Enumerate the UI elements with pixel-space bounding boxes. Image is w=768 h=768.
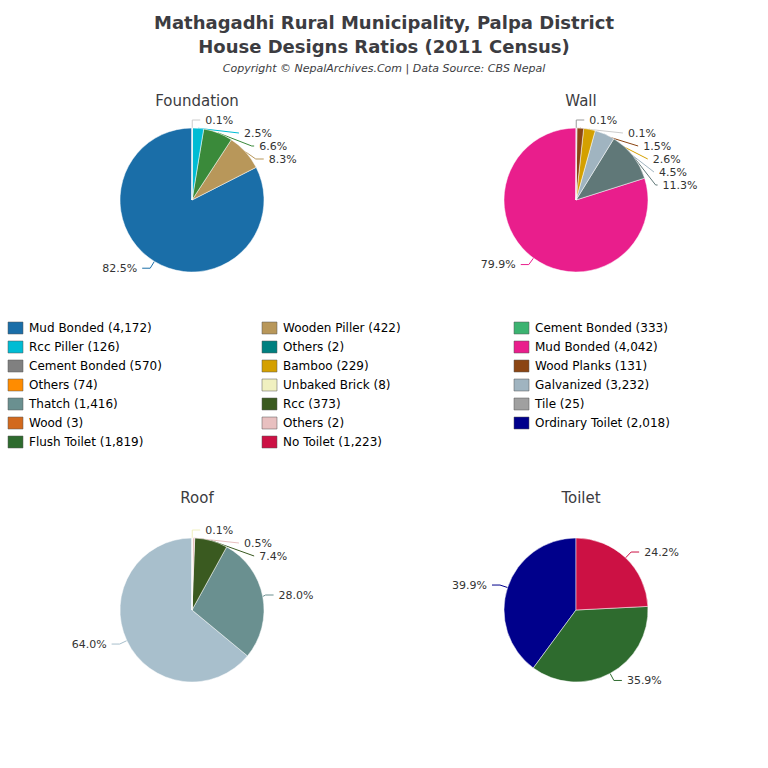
svg-text:Others (2): Others (2) [283, 340, 344, 354]
svg-text:2.5%: 2.5% [244, 127, 272, 140]
svg-text:0.1%: 0.1% [589, 114, 617, 127]
svg-text:Flush Toilet (1,819): Flush Toilet (1,819) [29, 435, 143, 449]
svg-text:Unbaked Brick (8): Unbaked Brick (8) [283, 378, 391, 392]
svg-text:Mathagadhi Rural Municipality,: Mathagadhi Rural Municipality, Palpa Dis… [154, 12, 614, 33]
svg-text:Ordinary Toilet (2,018): Ordinary Toilet (2,018) [535, 416, 670, 430]
svg-text:Galvanized (3,232): Galvanized (3,232) [535, 378, 649, 392]
svg-text:Thatch (1,416): Thatch (1,416) [28, 397, 118, 411]
svg-text:Mud Bonded (4,172): Mud Bonded (4,172) [29, 321, 152, 335]
svg-text:No Toilet (1,223): No Toilet (1,223) [283, 435, 382, 449]
svg-text:35.9%: 35.9% [627, 674, 662, 687]
svg-text:1.5%: 1.5% [643, 140, 671, 153]
svg-text:0.1%: 0.1% [628, 127, 656, 140]
svg-text:Copyright © NepalArchives.Com: Copyright © NepalArchives.Com | Data Sou… [223, 62, 545, 75]
svg-text:79.9%: 79.9% [481, 258, 516, 271]
svg-text:24.2%: 24.2% [644, 546, 679, 559]
svg-text:Foundation: Foundation [155, 92, 239, 110]
svg-text:Rcc (373): Rcc (373) [283, 397, 341, 411]
svg-text:Others (2): Others (2) [283, 416, 344, 430]
svg-text:Wooden Piller (422): Wooden Piller (422) [283, 321, 401, 335]
svg-text:Wood Planks (131): Wood Planks (131) [535, 359, 647, 373]
svg-text:7.4%: 7.4% [259, 550, 287, 563]
svg-text:28.0%: 28.0% [279, 589, 314, 602]
svg-text:4.5%: 4.5% [659, 166, 687, 179]
svg-text:Cement Bonded (570): Cement Bonded (570) [29, 359, 162, 373]
svg-text:Roof: Roof [180, 489, 214, 507]
svg-text:39.9%: 39.9% [452, 579, 487, 592]
svg-text:Toilet: Toilet [560, 489, 600, 507]
svg-text:6.6%: 6.6% [259, 140, 287, 153]
svg-text:8.3%: 8.3% [269, 153, 297, 166]
svg-text:0.5%: 0.5% [244, 537, 272, 550]
svg-text:Bamboo (229): Bamboo (229) [283, 359, 369, 373]
svg-text:2.6%: 2.6% [653, 153, 681, 166]
svg-text:Others (74): Others (74) [29, 378, 98, 392]
svg-text:11.3%: 11.3% [663, 179, 698, 192]
svg-text:Cement Bonded (333): Cement Bonded (333) [535, 321, 668, 335]
svg-text:0.1%: 0.1% [205, 114, 233, 127]
svg-text:Wall: Wall [565, 92, 596, 110]
svg-text:0.1%: 0.1% [205, 524, 233, 537]
svg-text:Wood (3): Wood (3) [29, 416, 83, 430]
svg-text:64.0%: 64.0% [72, 638, 107, 651]
svg-text:House Designs Ratios (2011 Cen: House Designs Ratios (2011 Census) [198, 36, 570, 57]
svg-text:Mud Bonded (4,042): Mud Bonded (4,042) [535, 340, 658, 354]
svg-text:Rcc Piller (126): Rcc Piller (126) [29, 340, 120, 354]
svg-text:Tile (25): Tile (25) [534, 397, 584, 411]
svg-text:82.5%: 82.5% [102, 262, 137, 275]
